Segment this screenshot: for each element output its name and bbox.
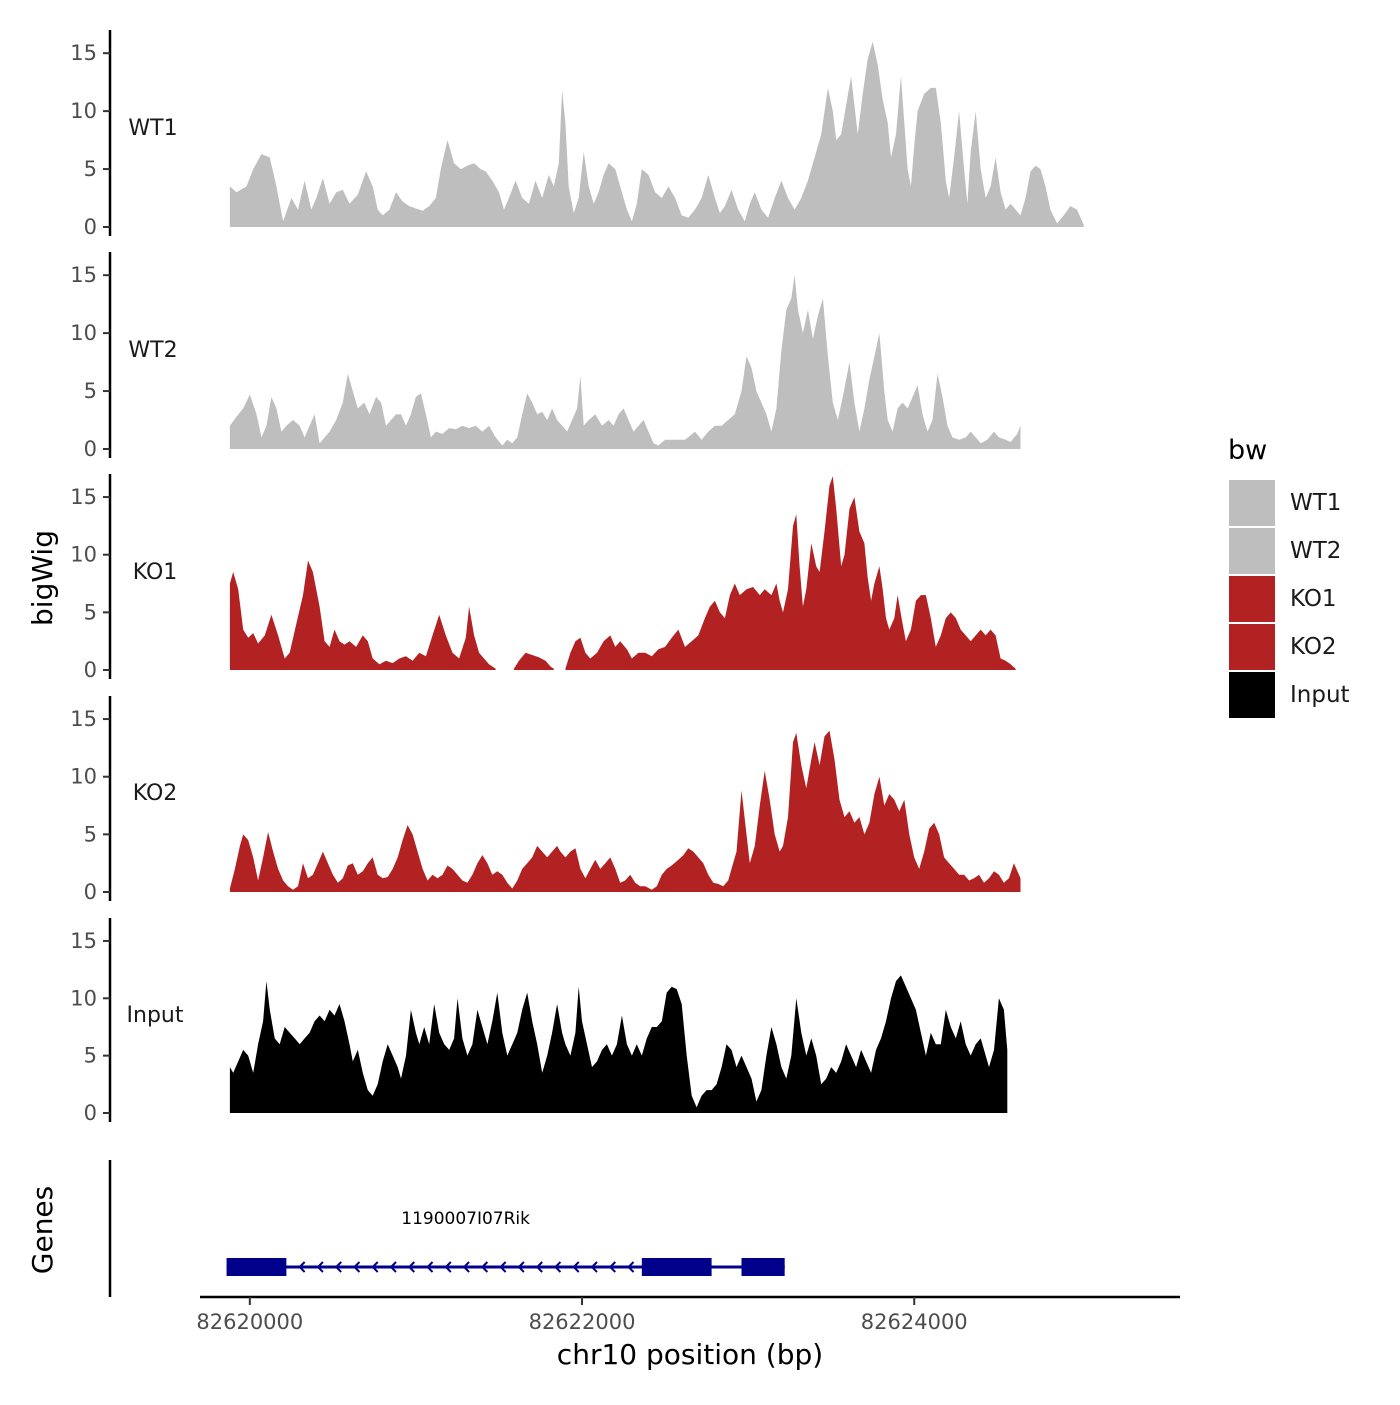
gene-name-label: 1190007I07Rik bbox=[401, 1209, 530, 1229]
track-ko2: 0 5 10 15 KO2 bbox=[70, 696, 1021, 904]
y-tick-label-ko2-15: 15 bbox=[70, 707, 97, 731]
track-label-ko1: KO1 bbox=[133, 560, 178, 585]
area-input-segment-0 bbox=[229, 975, 1008, 1113]
y-tick-label-wt2-5: 5 bbox=[84, 379, 97, 403]
strand-arrow bbox=[572, 1261, 580, 1273]
x-tick-label-82624000: 82624000 bbox=[861, 1310, 968, 1334]
area-ko1-segment-1 bbox=[513, 652, 554, 670]
y-tick-label-ko1-10: 10 bbox=[70, 543, 97, 567]
track-label-wt1: WT1 bbox=[128, 116, 177, 141]
strand-arrow bbox=[298, 1261, 306, 1273]
tracks-layer: 0 5 10 15 WT1 0 5 10 15 WT2 0 5 10 15 KO1 0 5 10 15 KO2 0 5 10… bbox=[70, 30, 1084, 1125]
legend-swatch-ko2 bbox=[1229, 624, 1275, 670]
legend-swatch-wt2 bbox=[1229, 528, 1275, 574]
track-ko1: 0 5 10 15 KO1 bbox=[70, 474, 1016, 682]
legend-swatch-input bbox=[1229, 672, 1275, 718]
strand-arrow bbox=[444, 1261, 452, 1273]
strand-arrow bbox=[316, 1261, 324, 1273]
y-tick-label-wt2-10: 10 bbox=[70, 321, 97, 345]
area-ko1-segment-0 bbox=[229, 560, 496, 670]
legend-label-wt2: WT2 bbox=[1290, 538, 1341, 564]
y-tick-label-wt1-10: 10 bbox=[70, 99, 97, 123]
area-wt1-segment-0 bbox=[229, 41, 1084, 227]
y-tick-label-ko1-5: 5 bbox=[84, 600, 97, 624]
track-wt2: 0 5 10 15 WT2 bbox=[70, 252, 1021, 461]
y-tick-label-wt1-0: 0 bbox=[84, 215, 97, 239]
x-axis: 82620000 82622000 82624000 bbox=[196, 1295, 1180, 1334]
y-tick-label-wt2-0: 0 bbox=[84, 437, 97, 461]
strand-arrow bbox=[426, 1261, 434, 1273]
gene-exon-1 bbox=[226, 1258, 287, 1276]
strand-arrow bbox=[554, 1261, 562, 1273]
track-label-ko2: KO2 bbox=[133, 781, 178, 806]
strand-arrow bbox=[480, 1261, 489, 1273]
strand-arrow bbox=[334, 1261, 342, 1273]
gene-track: 1190007I07Rik bbox=[108, 1160, 785, 1297]
y-tick-label-wt1-15: 15 bbox=[70, 41, 97, 65]
legend-swatch-ko1 bbox=[1229, 576, 1275, 622]
strand-arrow bbox=[608, 1261, 616, 1273]
legend-label-input: Input bbox=[1290, 682, 1350, 708]
x-axis-title: chr10 position (bp) bbox=[557, 1338, 823, 1371]
y-tick-label-input-10: 10 bbox=[70, 986, 97, 1010]
y-tick-label-wt1-5: 5 bbox=[84, 157, 97, 181]
y-tick-label-ko2-0: 0 bbox=[84, 880, 97, 904]
strand-arrow bbox=[590, 1261, 598, 1273]
strand-arrow bbox=[407, 1261, 415, 1273]
area-ko2-segment-0 bbox=[229, 730, 1021, 892]
strand-arrow bbox=[462, 1261, 470, 1273]
track-input: 0 5 10 15 Input bbox=[70, 918, 1008, 1125]
legend-label-ko2: KO2 bbox=[1290, 634, 1337, 660]
strand-arrow bbox=[627, 1261, 635, 1273]
strand-arrow bbox=[371, 1261, 379, 1273]
y-tick-label-ko1-15: 15 bbox=[70, 485, 97, 509]
area-ko1-segment-2 bbox=[565, 476, 1016, 670]
y-tick-label-ko2-5: 5 bbox=[84, 822, 97, 846]
legend: bw WT1 WT2 KO1 KO2 Input bbox=[1228, 435, 1350, 718]
strand-arrow bbox=[499, 1261, 507, 1273]
track-label-input: Input bbox=[127, 1003, 184, 1028]
genes-track-title: Genes bbox=[26, 1186, 59, 1274]
strand-arrow bbox=[353, 1261, 361, 1273]
y-tick-label-ko1-0: 0 bbox=[84, 658, 97, 682]
legend-label-ko1: KO1 bbox=[1290, 586, 1337, 612]
y-axis-title: bigWig bbox=[26, 530, 59, 626]
strand-arrow bbox=[535, 1261, 543, 1273]
gene-exon-3 bbox=[741, 1258, 785, 1276]
y-tick-label-wt2-15: 15 bbox=[70, 263, 97, 287]
legend-title: bw bbox=[1228, 435, 1267, 466]
legend-swatch-wt1 bbox=[1229, 480, 1275, 526]
x-tick-label-82620000: 82620000 bbox=[196, 1310, 303, 1334]
area-wt2-segment-0 bbox=[229, 275, 1021, 449]
strand-arrow bbox=[517, 1261, 525, 1273]
y-tick-label-ko2-10: 10 bbox=[70, 765, 97, 789]
y-tick-label-input-5: 5 bbox=[84, 1044, 97, 1068]
x-tick-label-82622000: 82622000 bbox=[529, 1310, 636, 1334]
strand-arrow bbox=[389, 1261, 397, 1273]
y-tick-label-input-15: 15 bbox=[70, 929, 97, 953]
legend-label-wt1: WT1 bbox=[1290, 490, 1341, 516]
track-wt1: 0 5 10 15 WT1 bbox=[70, 30, 1084, 239]
gene-exon-2 bbox=[641, 1258, 712, 1276]
track-label-wt2: WT2 bbox=[128, 338, 177, 363]
y-tick-label-input-0: 0 bbox=[84, 1101, 97, 1125]
